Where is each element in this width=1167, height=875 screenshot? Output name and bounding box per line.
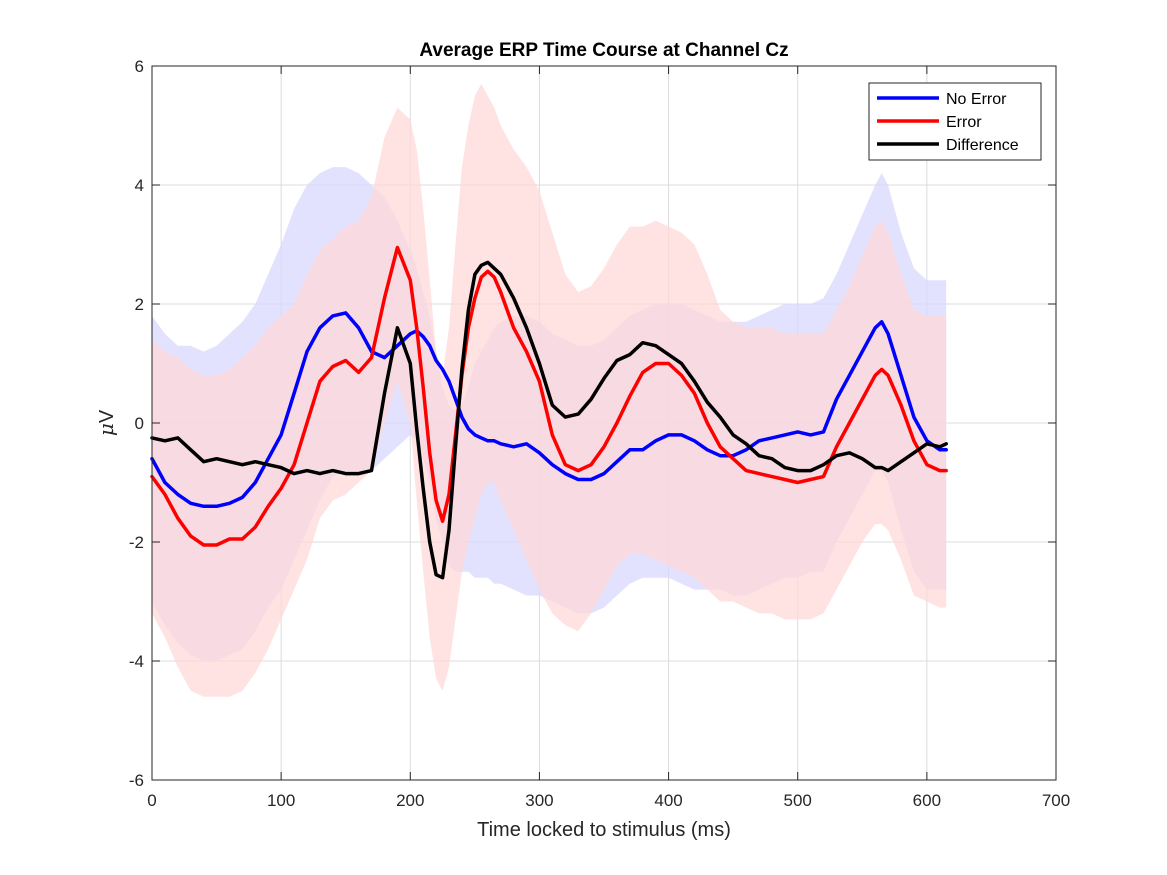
y-tick-label: 4: [135, 176, 144, 195]
x-tick-label: 0: [147, 791, 156, 810]
y-axis-label-unit: V: [96, 409, 118, 423]
y-tick-label: -4: [129, 652, 144, 671]
x-tick-label: 100: [267, 791, 295, 810]
chart-title: Average ERP Time Course at Channel Cz: [419, 40, 788, 61]
y-tick-label: 0: [135, 414, 144, 433]
y-tick-label: -6: [129, 771, 144, 790]
y-axis-label-prefix: μ: [94, 423, 118, 436]
x-tick-label: 400: [654, 791, 682, 810]
legend-label-error: Error: [946, 114, 982, 131]
legend-label-no-error: No Error: [946, 91, 1007, 108]
axis-ticks: 0 100 200 300 400 500 600 700 -6 -4 -2 0 2 4 6: [129, 57, 1070, 810]
series-line-difference: [150, 260, 948, 580]
series-line-no-error: [150, 311, 948, 509]
y-axis-label: μV: [94, 409, 118, 436]
x-axis-label: Time locked to stimulus (ms): [477, 819, 731, 841]
x-tick-label: 700: [1042, 791, 1070, 810]
x-tick-label: 200: [396, 791, 424, 810]
legend: No Error Error Difference: [868, 82, 1042, 161]
x-tick-label: 300: [525, 791, 553, 810]
legend-label-difference: Difference: [946, 137, 1019, 154]
y-tick-label: 6: [135, 57, 144, 76]
series-lines: [150, 245, 948, 580]
y-tick-label: 2: [135, 295, 144, 314]
x-tick-label: 600: [913, 791, 941, 810]
series-line-error: [150, 245, 948, 547]
x-tick-label: 500: [784, 791, 812, 810]
y-tick-label: -2: [129, 533, 144, 552]
